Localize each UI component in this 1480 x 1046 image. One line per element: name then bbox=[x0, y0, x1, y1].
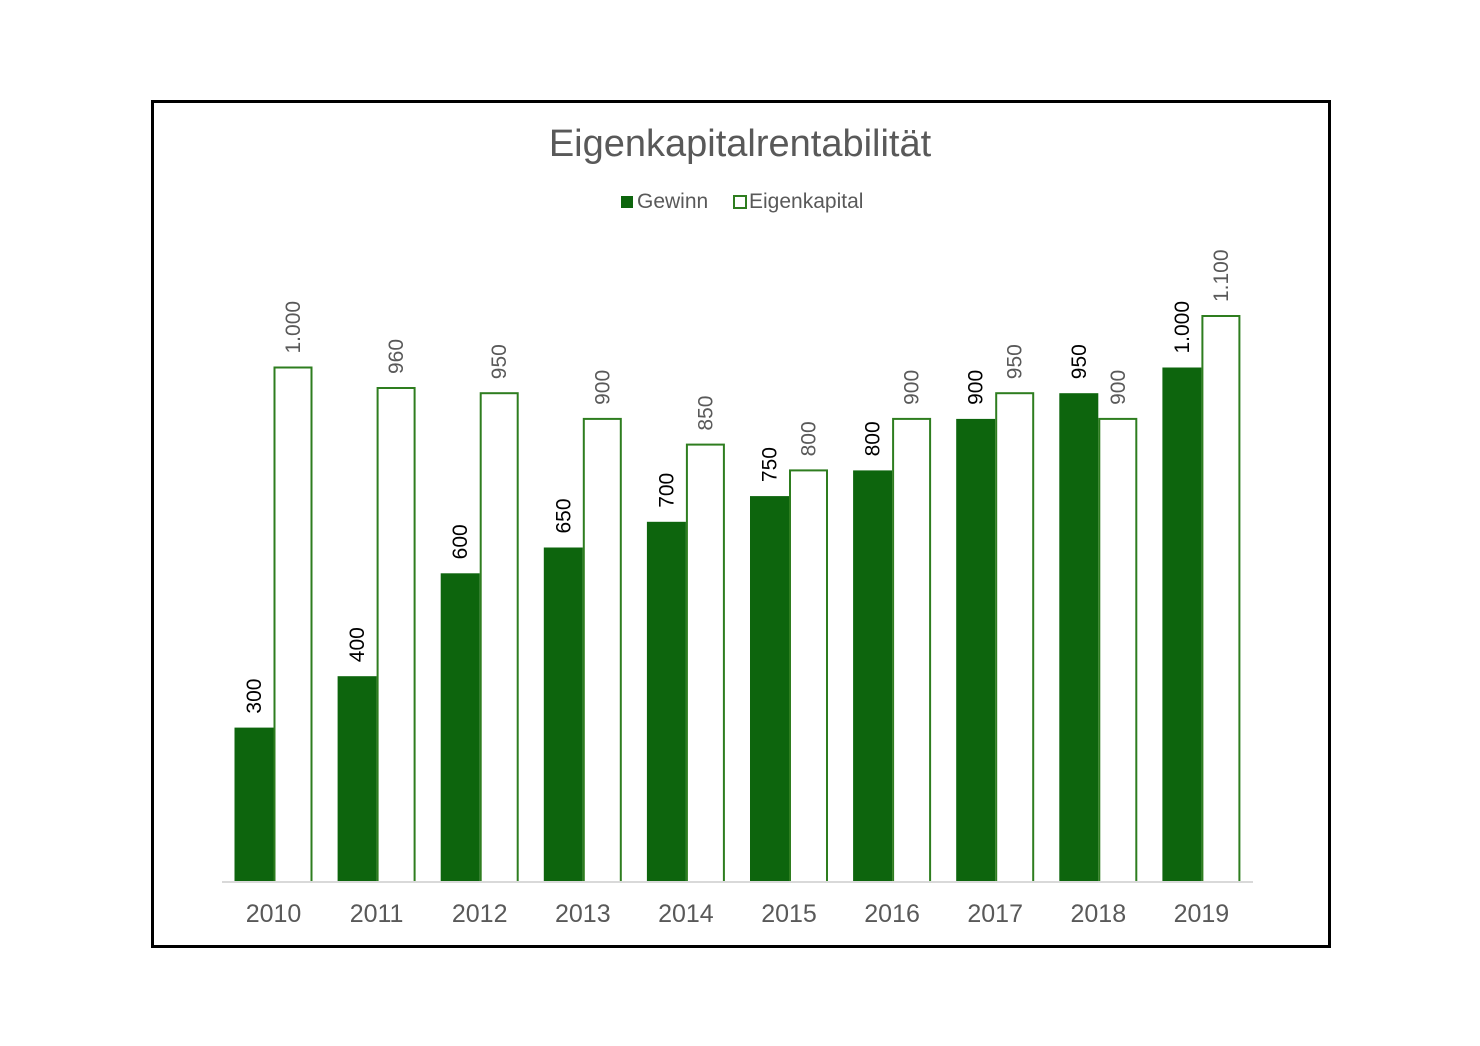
bar-gewinn-2019 bbox=[1162, 367, 1202, 882]
bar-eigenkapital-2018 bbox=[1098, 417, 1138, 883]
bar-gewinn-2016 bbox=[853, 470, 893, 882]
value-label-eigenkapital-2013: 900 bbox=[591, 370, 614, 405]
bar-gewinn-2014 bbox=[646, 521, 686, 882]
legend-swatch-gewinn bbox=[621, 196, 633, 208]
value-label-eigenkapital-2016: 900 bbox=[901, 370, 924, 405]
value-label-gewinn-2017: 900 bbox=[965, 370, 988, 405]
bar-gewinn-2015 bbox=[750, 496, 789, 882]
x-tick-label-2015: 2015 bbox=[761, 900, 817, 928]
value-label-eigenkapital-2017: 950 bbox=[1004, 344, 1027, 379]
bar-eigenkapital-2016 bbox=[892, 417, 932, 883]
value-label-eigenkapital-2011: 960 bbox=[385, 339, 408, 374]
bars bbox=[234, 315, 1241, 883]
x-tick-label-2014: 2014 bbox=[658, 900, 714, 928]
bar-eigenkapital-2017 bbox=[995, 392, 1035, 883]
value-labels: 300 1.000 400 960 600 950 650 900 700 850 750 800 80… bbox=[243, 249, 1233, 713]
value-label-eigenkapital-2018: 900 bbox=[1107, 370, 1130, 405]
legend-label-eigenkapital: Eigenkapital bbox=[749, 190, 863, 213]
value-label-eigenkapital-2015: 800 bbox=[798, 421, 821, 456]
value-label-gewinn-2011: 400 bbox=[346, 627, 369, 662]
bar-gewinn-2013 bbox=[543, 547, 583, 882]
x-tick-label-2010: 2010 bbox=[246, 900, 302, 928]
bar-eigenkapital-2015 bbox=[789, 469, 828, 883]
value-label-gewinn-2010: 300 bbox=[243, 679, 266, 714]
value-label-eigenkapital-2012: 950 bbox=[488, 344, 511, 379]
bar-eigenkapital-2010 bbox=[273, 366, 313, 883]
bar-eigenkapital-2012 bbox=[479, 392, 519, 883]
bar-gewinn-2011 bbox=[337, 676, 377, 882]
x-tick-label-2018: 2018 bbox=[1070, 900, 1126, 928]
bar-gewinn-2018 bbox=[1059, 393, 1099, 882]
bar-eigenkapital-2019 bbox=[1201, 315, 1241, 883]
value-label-gewinn-2014: 700 bbox=[655, 473, 678, 508]
x-tick-label-2016: 2016 bbox=[864, 900, 920, 928]
value-label-gewinn-2012: 600 bbox=[449, 524, 472, 559]
legend: Gewinn Eigenkapital bbox=[621, 190, 863, 213]
bar-gewinn-2010 bbox=[234, 727, 274, 882]
x-tick-label-2017: 2017 bbox=[967, 900, 1023, 928]
bar-gewinn-2012 bbox=[440, 573, 480, 882]
legend-swatch-eigenkapital bbox=[733, 195, 747, 209]
value-label-gewinn-2016: 800 bbox=[862, 421, 885, 456]
bar-eigenkapital-2011 bbox=[376, 387, 416, 883]
x-tick-label-2019: 2019 bbox=[1174, 900, 1230, 928]
x-tick-label-2012: 2012 bbox=[452, 900, 508, 928]
value-label-eigenkapital-2014: 850 bbox=[694, 396, 717, 431]
x-tick-label-2013: 2013 bbox=[555, 900, 611, 928]
x-tick-label-2011: 2011 bbox=[350, 900, 404, 928]
value-label-gewinn-2015: 750 bbox=[759, 447, 782, 482]
value-label-eigenkapital-2010: 1.000 bbox=[282, 301, 305, 354]
bar-eigenkapital-2014 bbox=[685, 443, 725, 883]
value-label-gewinn-2018: 950 bbox=[1068, 344, 1091, 379]
value-label-gewinn-2019: 1.000 bbox=[1171, 301, 1194, 354]
x-tick-labels: 2010 2011 2012 2013 2014 2015 2016 2017 2018 2019 bbox=[246, 900, 1230, 928]
legend-label-gewinn: Gewinn bbox=[637, 190, 708, 213]
bar-gewinn-2017 bbox=[956, 418, 996, 882]
value-label-gewinn-2013: 650 bbox=[552, 498, 575, 533]
chart-title: Eigenkapitalrentabilität bbox=[549, 123, 932, 165]
value-label-eigenkapital-2019: 1.100 bbox=[1210, 249, 1233, 302]
bar-eigenkapital-2013 bbox=[582, 417, 622, 883]
